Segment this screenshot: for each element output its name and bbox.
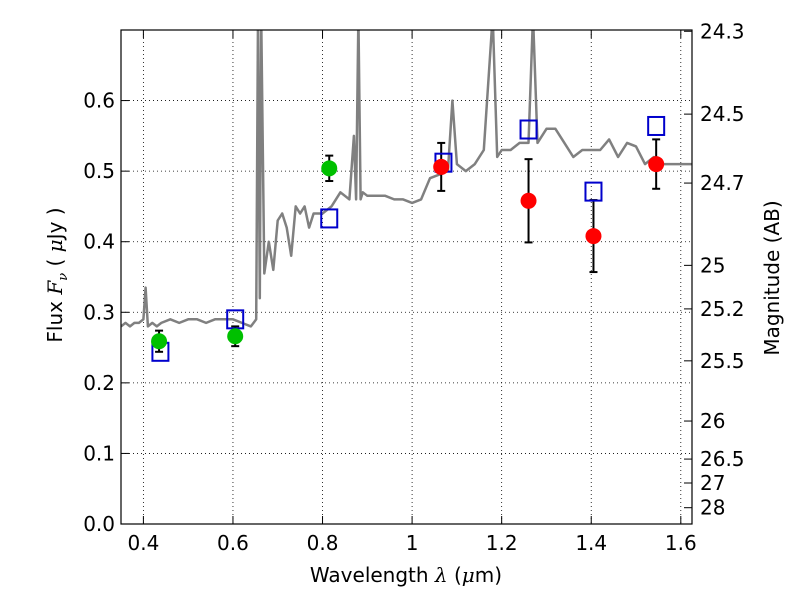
x-tick-label: 0.4 <box>127 531 159 555</box>
red-point <box>585 228 602 245</box>
magnitude-tick-label: 25 <box>700 253 725 277</box>
right-axis-title: Magnitude (AB) <box>760 200 784 355</box>
magnitude-tick-label: 25.2 <box>700 297 745 321</box>
magnitude-tick-label: 24.7 <box>700 171 745 195</box>
x-tick-label: 1.4 <box>575 531 607 555</box>
open-square <box>519 119 538 140</box>
magnitude-tick-label: 26 <box>700 409 725 433</box>
green-point <box>321 160 338 177</box>
x-tick-labels: 0.4 0.6 0.8 1 1.2 1.4 1.6 <box>127 531 696 555</box>
red-point <box>520 192 537 209</box>
magnitude-tick-label: 25.5 <box>700 349 745 373</box>
magnitude-tick-label: 28 <box>700 496 725 520</box>
y-tick-label: 0.4 <box>83 230 115 254</box>
open-square <box>584 181 603 202</box>
y-tick-label: 0.5 <box>83 159 115 183</box>
model-spectrum <box>121 30 692 328</box>
y-tick-label: 0.1 <box>83 441 115 465</box>
green-point <box>151 333 168 350</box>
magnitude-tick-label: 27 <box>700 471 725 495</box>
red-point <box>433 158 450 175</box>
x-tick-label: 1.2 <box>486 531 518 555</box>
x-tick-label: 1.6 <box>665 531 697 555</box>
grid <box>121 30 692 525</box>
plot-frame <box>120 29 693 525</box>
y-tick-label: 0.0 <box>83 512 115 536</box>
y-tick-label: 0.2 <box>83 371 115 395</box>
x-tick-label: 0.6 <box>217 531 249 555</box>
red-point <box>648 156 665 173</box>
open-square <box>647 115 666 136</box>
magnitude-tick-label: 24.3 <box>700 19 745 43</box>
y-tick-labels: 0.0 0.1 0.2 0.3 0.4 0.5 0.6 <box>83 89 115 536</box>
x-tick-label: 0.8 <box>307 531 339 555</box>
x-tick-label: 1 <box>406 531 419 555</box>
y-tick-label: 0.3 <box>83 300 115 324</box>
green-point <box>227 328 244 345</box>
data-point-markers <box>151 156 665 350</box>
x-axis-title: Wavelength λ (μm) <box>310 563 502 587</box>
magnitude-tick-label: 26.5 <box>700 447 745 471</box>
open-square <box>320 208 339 229</box>
axis-ticks <box>121 30 692 525</box>
y-axis-title: Flux Fν ( μJy ) <box>43 207 71 342</box>
spectrum-line <box>121 30 692 328</box>
y-tick-label: 0.6 <box>83 89 115 113</box>
magnitude-tick-label: 24.5 <box>700 102 745 126</box>
